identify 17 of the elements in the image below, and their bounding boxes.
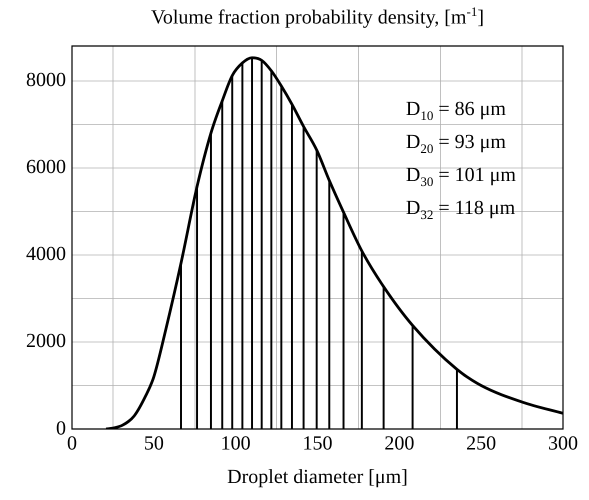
y-tick-label: 4000 [26, 243, 66, 266]
y-tick-label: 2000 [26, 330, 66, 352]
y-tick-label: 8000 [26, 69, 66, 92]
annotation: D$_{32}$ = 118 μm [406, 196, 516, 224]
x-tick-label: 200 [384, 432, 414, 454]
y-tick-label: 0 [56, 417, 66, 440]
x-tick-label: 100 [220, 432, 251, 454]
x-tick-label: 50 [144, 432, 164, 454]
x-tick-label: 300 [548, 432, 578, 454]
x-tick-label: 250 [466, 432, 496, 454]
annotation: D$_{30}$ = 101 μm [406, 162, 516, 191]
annotation: D$_{20}$ = 93 μm [406, 130, 507, 158]
x-axis-title: Droplet diameter [μm] [226, 466, 409, 489]
annotation: D$_{10}$ = 86 μm [406, 96, 507, 125]
x-tick-label: 150 [302, 432, 332, 454]
chart-title: Volume fraction probability density, [m$^{-1}$] [150, 4, 485, 30]
y-tick-label: 6000 [26, 156, 66, 178]
